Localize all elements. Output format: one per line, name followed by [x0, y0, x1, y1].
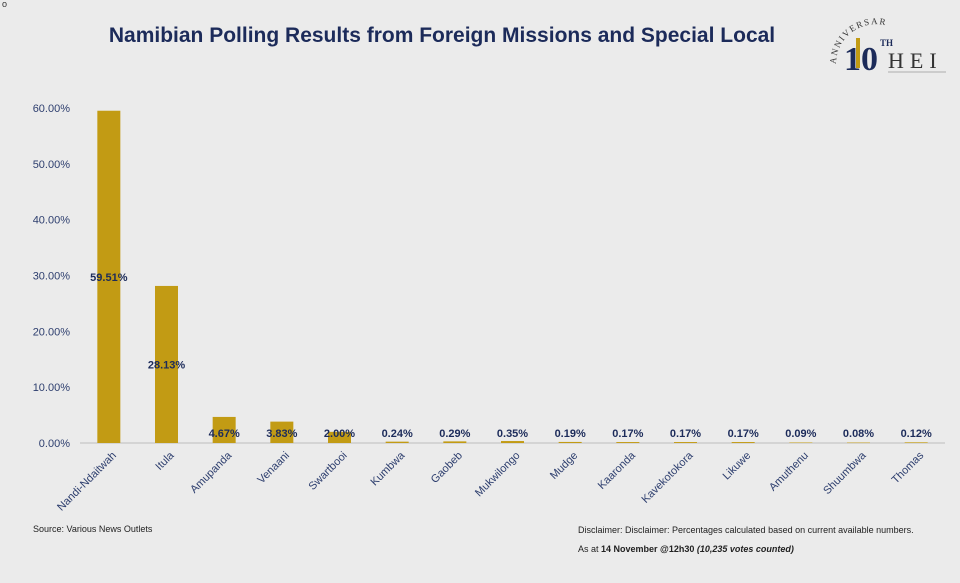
data-label: 59.51% — [90, 272, 128, 284]
data-label: 0.17% — [670, 428, 701, 440]
as-at-prefix: As at — [578, 544, 602, 554]
data-label: 0.08% — [843, 428, 874, 440]
data-label: 0.17% — [728, 428, 759, 440]
x-tick-label: Kaaronda — [596, 449, 639, 492]
data-label: 3.83% — [266, 428, 297, 440]
x-tick-label: Venaani — [255, 450, 292, 487]
logo-name: HEI — [888, 48, 943, 73]
votes-counted: (10,235 votes counted) — [696, 544, 794, 554]
x-tick-label: Likuwe — [721, 450, 754, 483]
y-tick-label: 30.00% — [33, 271, 71, 283]
y-tick-label: 0.00% — [39, 438, 70, 450]
x-tick-label: Mukwilongo — [473, 450, 523, 500]
bar — [270, 421, 294, 443]
bar — [501, 441, 524, 443]
bar — [328, 431, 351, 443]
data-label: 0.24% — [382, 428, 413, 440]
as-at-note: As at 14 November @12h30 (10,235 votes c… — [578, 544, 794, 554]
y-tick-label: 40.00% — [33, 215, 71, 227]
x-tick-label: Gaobeb — [429, 450, 465, 486]
bar — [97, 110, 121, 443]
y-tick-label: 50.00% — [33, 159, 71, 171]
x-tick-label: Kavekotokora — [640, 449, 697, 506]
bar — [847, 442, 870, 444]
logo-superscript: TH — [880, 38, 893, 48]
x-tick-label: Itula — [153, 449, 177, 473]
data-label: 0.12% — [901, 428, 932, 440]
bar — [789, 442, 813, 443]
source-note: Source: Various News Outlets — [33, 524, 153, 534]
as-at-date: 14 November @12h30 — [601, 544, 695, 554]
bar — [385, 441, 409, 443]
x-tick-label: Thomas — [890, 449, 927, 486]
data-label: 0.19% — [555, 428, 586, 440]
x-tick-label: Shuumbwa — [821, 449, 869, 497]
data-label: 4.67% — [209, 428, 240, 440]
bar — [155, 285, 178, 443]
y-tick-label: 10.00% — [33, 382, 71, 394]
chart-title: Namibian Polling Results from Foreign Mi… — [108, 24, 776, 47]
hei-anniversary-logo: ANNIVERSARY 10 TH HEI — [826, 16, 946, 78]
disclaimer-note: Disclaimer: Disclaimer: Percentages calc… — [578, 525, 914, 535]
logo-number: 10 — [844, 41, 878, 78]
bar — [212, 416, 236, 443]
y-tick-label: 60.00% — [33, 103, 71, 115]
bar — [443, 441, 467, 443]
corner-mark: o — [2, 0, 8, 9]
data-label: 0.35% — [497, 428, 528, 440]
data-label: 0.29% — [439, 428, 470, 440]
x-tick-label: Kumbwa — [369, 449, 408, 488]
data-label: 0.09% — [785, 428, 816, 440]
x-tick-label: Mudge — [548, 450, 580, 482]
data-label: 2.00% — [324, 428, 355, 440]
x-tick-label: Swartbooi — [307, 450, 350, 493]
bar — [558, 441, 582, 443]
y-tick-label: 20.00% — [33, 326, 71, 338]
bar — [904, 442, 928, 443]
x-tick-label: Nandi-Ndaitwah — [55, 450, 119, 514]
data-label: 0.17% — [612, 428, 643, 440]
bar — [674, 442, 697, 443]
bar — [731, 442, 755, 443]
data-label: 28.13% — [148, 359, 186, 371]
x-tick-label: Amuthenu — [767, 450, 811, 494]
x-tick-label: Amupanda — [188, 449, 235, 496]
bar — [616, 442, 640, 443]
